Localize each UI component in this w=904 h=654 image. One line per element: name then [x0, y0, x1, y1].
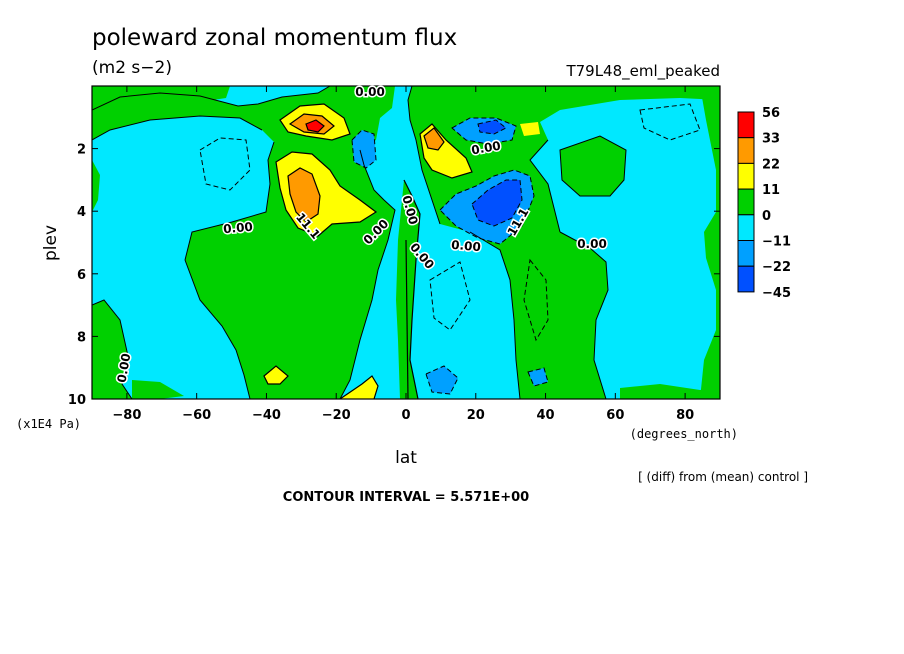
colorbar: 56 33 22 11 0 −11 −22 −45	[737, 106, 791, 301]
contour-fill-yellow-bottom-b	[340, 376, 378, 399]
colorbar-label: 11	[762, 183, 780, 198]
colorbar-label: 33	[762, 132, 780, 147]
contour-label-text: 0.00	[577, 237, 607, 251]
y-axis-units: (x1E4 Pa)	[16, 417, 81, 431]
contour-fill-green-upper-left	[92, 86, 230, 118]
contour-label-halo: 0.00	[115, 352, 134, 384]
colorbar-swatch	[737, 240, 755, 267]
contour-fill-green-southpole	[92, 300, 132, 399]
contour-label-text: 0.00	[115, 352, 134, 384]
contour-label-text: 0.00	[451, 238, 482, 255]
comparison-note: [ (diff) from (mean) control ]	[638, 470, 808, 484]
colorbar-label: −22	[762, 260, 791, 275]
colorbar-swatch	[737, 111, 755, 139]
colorbar-label: 22	[762, 157, 780, 172]
colorbar-swatch	[737, 137, 755, 164]
colorbar-swatch	[737, 188, 755, 216]
y-tick-label: 4	[77, 205, 86, 220]
contour-fill-yellow-nh-east	[520, 122, 540, 136]
colorbar-label: 0	[762, 209, 771, 224]
y-axis-label: plev	[41, 225, 61, 261]
chart-units: (m2 s−2)	[92, 58, 172, 78]
contour-label-text: 0.00	[355, 85, 385, 99]
contour-fill-green-nh	[408, 86, 720, 399]
contour-label-halo: 0.00	[355, 85, 385, 99]
y-tick-label: 6	[77, 268, 86, 283]
y-tick-label: 10	[68, 393, 86, 408]
contour-fill-darkblue-nh-upper	[478, 120, 506, 134]
x-tick-label: −60	[182, 408, 211, 423]
x-axis: −80 −60 −40 −20 0 20 40 60 80	[112, 86, 694, 423]
contour-label: 0.000.00	[221, 218, 255, 238]
colorbar-swatch	[737, 214, 755, 242]
x-axis-units: (degrees_north)	[630, 427, 738, 441]
colorbar-swatch	[737, 265, 755, 293]
contour-label-text: 0.00	[223, 220, 254, 237]
contour-fill-green-pole-bottom	[620, 384, 720, 399]
contour-label-halo: 0.00	[577, 237, 607, 251]
contour-fill-green-left-strip	[92, 160, 100, 212]
contour-label: 0.000.00	[354, 84, 387, 101]
contour-fill-yellow-bottom-a	[264, 366, 288, 384]
x-tick-label: −20	[322, 408, 351, 423]
colorbar-label: −45	[762, 286, 791, 301]
contour-fill-green-bottom-left	[132, 380, 184, 399]
contour-fill-green-northpole	[700, 86, 720, 399]
x-tick-label: −40	[252, 408, 281, 423]
x-tick-label: 20	[467, 408, 485, 423]
contour-field	[92, 86, 720, 399]
contour-fill-blue-sh-upper	[352, 130, 376, 168]
contour-lines-solid	[263, 103, 473, 399]
contour-fill-green-equator	[396, 180, 420, 399]
contour-fill-blue-bottom-b	[528, 368, 548, 386]
contour-lines-zero	[92, 86, 627, 399]
contour-fill-blue-bottom-a	[426, 366, 458, 394]
x-tick-label: 40	[537, 408, 555, 423]
contour-label-halo: 0.00	[451, 238, 482, 255]
contour-label-halo: 0.00	[470, 139, 502, 158]
contour-label: 0.000.00	[449, 236, 483, 256]
contour-label: 0.000.00	[576, 236, 609, 253]
contour-lines-dashed	[199, 103, 701, 395]
x-tick-label: 60	[606, 408, 624, 423]
chart-title: poleward zonal momentum flux	[92, 25, 457, 51]
experiment-label: T79L48_eml_peaked	[565, 62, 720, 81]
contour-label-text: 0.00	[470, 139, 502, 158]
y-tick-label: 8	[77, 330, 86, 345]
contour-label-halo: 0.00	[223, 220, 254, 237]
x-tick-label: 0	[401, 408, 410, 423]
x-tick-label: −80	[112, 408, 141, 423]
contour-fill-darkblue-nh-core	[472, 180, 522, 226]
contour-interval: CONTOUR INTERVAL = 5.571E+00	[283, 490, 529, 505]
contour-fill-green-mid-south	[280, 262, 312, 360]
x-axis-label: lat	[395, 448, 417, 468]
y-axis: 2 4 6 8 10	[68, 143, 720, 408]
colorbar-label: 56	[762, 106, 780, 121]
colorbar-swatch	[737, 162, 755, 190]
contour-fill-orange-sh-core	[288, 168, 320, 222]
x-tick-label: 80	[676, 408, 694, 423]
y-tick-label: 2	[77, 143, 86, 158]
contour-fill-green-nh-upper	[560, 136, 626, 196]
colorbar-label: −11	[762, 235, 791, 250]
contour-label: 0.000.00	[113, 351, 135, 386]
contour-label: 0.000.00	[469, 137, 504, 159]
contour-fill-orange-nh	[424, 128, 444, 150]
